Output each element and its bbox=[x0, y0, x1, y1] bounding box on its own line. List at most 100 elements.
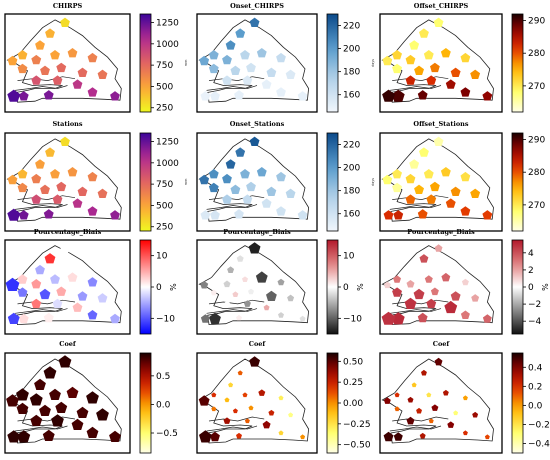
station-marker bbox=[299, 315, 306, 322]
station-marker bbox=[18, 91, 29, 101]
station-marker bbox=[227, 266, 235, 273]
station-marker bbox=[417, 209, 428, 219]
panel-3-2: Pourcentage_Biais 10 0 −10% bbox=[196, 228, 365, 335]
colorbar-tick-label: 0.4 bbox=[528, 363, 543, 373]
station-marker bbox=[382, 55, 393, 66]
station-marker bbox=[60, 243, 70, 253]
panel-2-1: Stations 1250 1000 750 500 250 mm bbox=[4, 120, 188, 233]
station-marker bbox=[17, 430, 31, 443]
station-marker bbox=[31, 279, 42, 289]
station-marker bbox=[237, 370, 243, 376]
gambia-border bbox=[14, 425, 68, 432]
station-marker bbox=[249, 17, 260, 27]
station-marker bbox=[244, 418, 250, 424]
colorbar-tick-label: 1250 bbox=[156, 19, 179, 29]
station-marker bbox=[50, 169, 60, 179]
colorbar-tick-label: −0.50 bbox=[343, 441, 371, 451]
station-marker bbox=[210, 276, 217, 282]
station-marker bbox=[210, 431, 220, 442]
station-marker bbox=[211, 406, 217, 412]
station-marker bbox=[35, 40, 45, 50]
station-marker bbox=[424, 275, 433, 283]
gambia-border bbox=[389, 85, 442, 91]
panel-title: Stations bbox=[52, 120, 82, 128]
station-marker bbox=[17, 169, 28, 179]
station-marker bbox=[285, 188, 296, 198]
station-marker bbox=[393, 210, 404, 220]
gambia-border bbox=[206, 308, 258, 314]
station-marker bbox=[31, 194, 42, 204]
colorbar-tick-label: 10 bbox=[156, 252, 168, 262]
station-marker bbox=[96, 408, 109, 421]
station-marker bbox=[410, 266, 418, 273]
station-marker bbox=[42, 429, 55, 441]
station-marker bbox=[222, 194, 232, 204]
station-marker bbox=[45, 147, 55, 157]
river-line bbox=[208, 299, 265, 305]
station-marker bbox=[7, 89, 21, 102]
colorbar-tick-label: 4 bbox=[528, 249, 534, 259]
station-marker bbox=[382, 89, 395, 102]
colorbar-unit-label: % bbox=[169, 283, 178, 291]
station-marker bbox=[210, 91, 220, 101]
colorbar-tick-label: 2 bbox=[528, 266, 534, 276]
station-marker bbox=[77, 67, 88, 77]
station-marker bbox=[406, 416, 415, 425]
panel-title: CHIRPS bbox=[53, 2, 83, 10]
station-marker bbox=[35, 159, 45, 169]
station-marker bbox=[211, 392, 217, 398]
colorbar bbox=[326, 132, 339, 232]
station-marker bbox=[67, 167, 78, 177]
station-marker bbox=[72, 198, 83, 208]
panel-title: Coef bbox=[249, 340, 267, 348]
colorbar-tick-label: 200 bbox=[343, 45, 360, 55]
colorbar-tick-label: −0.25 bbox=[343, 420, 371, 430]
station-marker bbox=[462, 430, 468, 436]
station-marker bbox=[484, 434, 490, 440]
station-marker bbox=[17, 50, 28, 60]
station-marker bbox=[208, 50, 219, 60]
station-marker bbox=[242, 75, 253, 85]
station-marker bbox=[445, 79, 456, 89]
colorbar-tick-label: 1250 bbox=[156, 138, 179, 148]
colorbar-tick-label: 0 bbox=[343, 283, 349, 293]
colorbar-tick-label: 270 bbox=[528, 201, 545, 211]
station-marker bbox=[224, 397, 230, 403]
station-marker bbox=[409, 159, 420, 169]
colorbar bbox=[511, 13, 524, 113]
station-marker bbox=[7, 312, 20, 324]
gambia-border bbox=[389, 425, 442, 432]
colorbar-tick-label: 0.0 bbox=[156, 400, 171, 410]
colorbar-tick-label: −10 bbox=[156, 314, 175, 324]
colorbar-tick-label: −4 bbox=[528, 317, 542, 327]
panel-title: Coef bbox=[433, 340, 451, 348]
station-marker bbox=[440, 48, 451, 58]
station-marker bbox=[423, 169, 434, 179]
colorbar-tick-label: 250 bbox=[156, 223, 173, 233]
station-marker bbox=[240, 50, 250, 60]
station-marker bbox=[278, 430, 284, 436]
station-marker bbox=[447, 421, 455, 428]
station-marker bbox=[417, 312, 428, 323]
colorbar-tick-label: 0.25 bbox=[343, 378, 363, 388]
station-marker bbox=[248, 242, 261, 254]
station-marker bbox=[472, 411, 479, 418]
station-marker bbox=[60, 17, 70, 27]
station-marker bbox=[236, 314, 242, 321]
station-marker bbox=[407, 396, 414, 403]
station-marker bbox=[97, 69, 108, 79]
station-marker bbox=[228, 382, 234, 388]
station-marker bbox=[110, 210, 120, 220]
station-marker bbox=[44, 253, 56, 264]
colorbar-unit-label: days bbox=[371, 178, 375, 186]
station-marker bbox=[276, 206, 286, 216]
panel-1-1: CHIRPS 1250 1000 750 500 250 mm bbox=[4, 2, 188, 114]
station-marker bbox=[17, 287, 28, 297]
station-marker bbox=[43, 209, 54, 219]
colorbar-tick-label: 0.2 bbox=[528, 382, 542, 392]
station-marker bbox=[430, 287, 439, 296]
station-marker bbox=[426, 392, 432, 398]
station-marker bbox=[470, 69, 481, 79]
station-marker bbox=[246, 181, 256, 192]
station-marker bbox=[56, 62, 67, 73]
